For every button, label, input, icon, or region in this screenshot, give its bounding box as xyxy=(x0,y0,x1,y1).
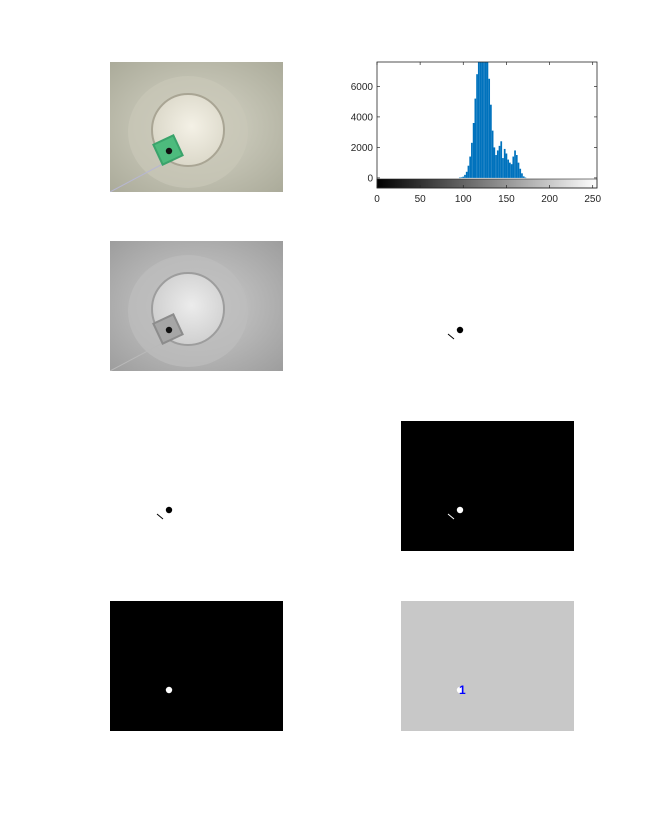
histogram-bars xyxy=(458,62,527,179)
histogram-bar xyxy=(484,62,487,178)
histogram-bar xyxy=(465,171,468,178)
complement-mask-image xyxy=(401,421,574,551)
x-tick-label: 150 xyxy=(498,194,515,205)
histogram-bar xyxy=(471,142,473,178)
histogram-bar xyxy=(464,174,466,178)
histogram-bar xyxy=(522,176,525,178)
histogram-bar xyxy=(496,150,499,178)
threshold-mask-image xyxy=(401,241,574,371)
grayscale-photo-image xyxy=(110,241,283,371)
grayscale-photo-panel xyxy=(110,241,283,371)
y-tick-label: 4000 xyxy=(351,112,374,123)
histogram-bar xyxy=(524,177,527,179)
histogram-bar xyxy=(503,148,506,178)
histogram-bar xyxy=(467,165,470,178)
histogram-bar xyxy=(498,145,501,178)
histogram-bar xyxy=(477,62,480,178)
y-tick-label: 2000 xyxy=(351,143,374,154)
histogram-bar xyxy=(486,62,489,178)
histogram-bar xyxy=(502,158,504,178)
cleaned-mask-image xyxy=(110,601,283,731)
histogram-bar xyxy=(474,98,477,178)
filled-mask-image xyxy=(110,421,283,551)
histogram-bar xyxy=(476,74,478,178)
histogram-bar xyxy=(458,177,461,179)
x-tick-label: 50 xyxy=(415,194,427,205)
histogram-bar xyxy=(510,164,513,178)
region-label-1: 1 xyxy=(459,683,466,697)
histogram-bar xyxy=(517,162,520,178)
histogram-bar xyxy=(488,78,491,178)
histogram-bar xyxy=(469,156,472,178)
y-tick-label: 0 xyxy=(367,173,373,184)
labeled-regions-panel: 1 xyxy=(401,601,574,731)
histogram-bar xyxy=(462,176,465,178)
histogram-bar xyxy=(509,162,511,178)
histogram-bar xyxy=(490,104,492,178)
histogram-bar xyxy=(521,173,523,178)
histogram-bar xyxy=(507,159,509,178)
y-axis-ticks: 0 2000 4000 6000 xyxy=(351,82,597,184)
complement-mask-panel xyxy=(401,421,574,551)
colorbar-strip xyxy=(376,178,598,189)
histogram-svg: 0 2000 4000 6000 0 50 100 150 200 250 xyxy=(351,61,601,205)
y-tick-label: 6000 xyxy=(351,82,374,93)
x-tick-label: 0 xyxy=(374,194,380,205)
histogram-bar xyxy=(519,168,522,178)
cleaned-mask-panel xyxy=(110,601,283,731)
rgb-photo-image xyxy=(110,62,283,192)
labeled-regions-image: 1 xyxy=(401,601,574,731)
histogram-bar xyxy=(493,147,496,178)
threshold-mask-panel xyxy=(401,241,574,371)
x-axis-ticks: 0 50 100 150 200 250 xyxy=(374,62,601,205)
x-tick-label: 100 xyxy=(455,194,472,205)
rgb-photo-panel xyxy=(110,62,283,192)
grayscale-colorbar xyxy=(376,178,598,189)
x-tick-label: 200 xyxy=(541,194,558,205)
histogram-bar xyxy=(460,177,463,178)
histogram-bar xyxy=(514,150,516,178)
histogram-bar xyxy=(481,62,484,178)
x-tick-label: 250 xyxy=(584,194,601,205)
histogram-bar xyxy=(500,141,503,178)
histogram-chart: 0 2000 4000 6000 0 50 100 150 200 250 xyxy=(345,55,610,215)
histogram-axes-box xyxy=(376,61,598,189)
histogram-bar xyxy=(505,153,508,178)
histogram-bar xyxy=(515,155,518,178)
histogram-bar xyxy=(495,155,497,178)
histogram-bar xyxy=(479,62,482,178)
histogram-bar xyxy=(472,123,475,178)
filled-mask-panel xyxy=(110,421,283,551)
histogram-bar xyxy=(483,62,485,178)
histogram-bar xyxy=(512,156,515,178)
histogram-bar xyxy=(491,130,494,178)
